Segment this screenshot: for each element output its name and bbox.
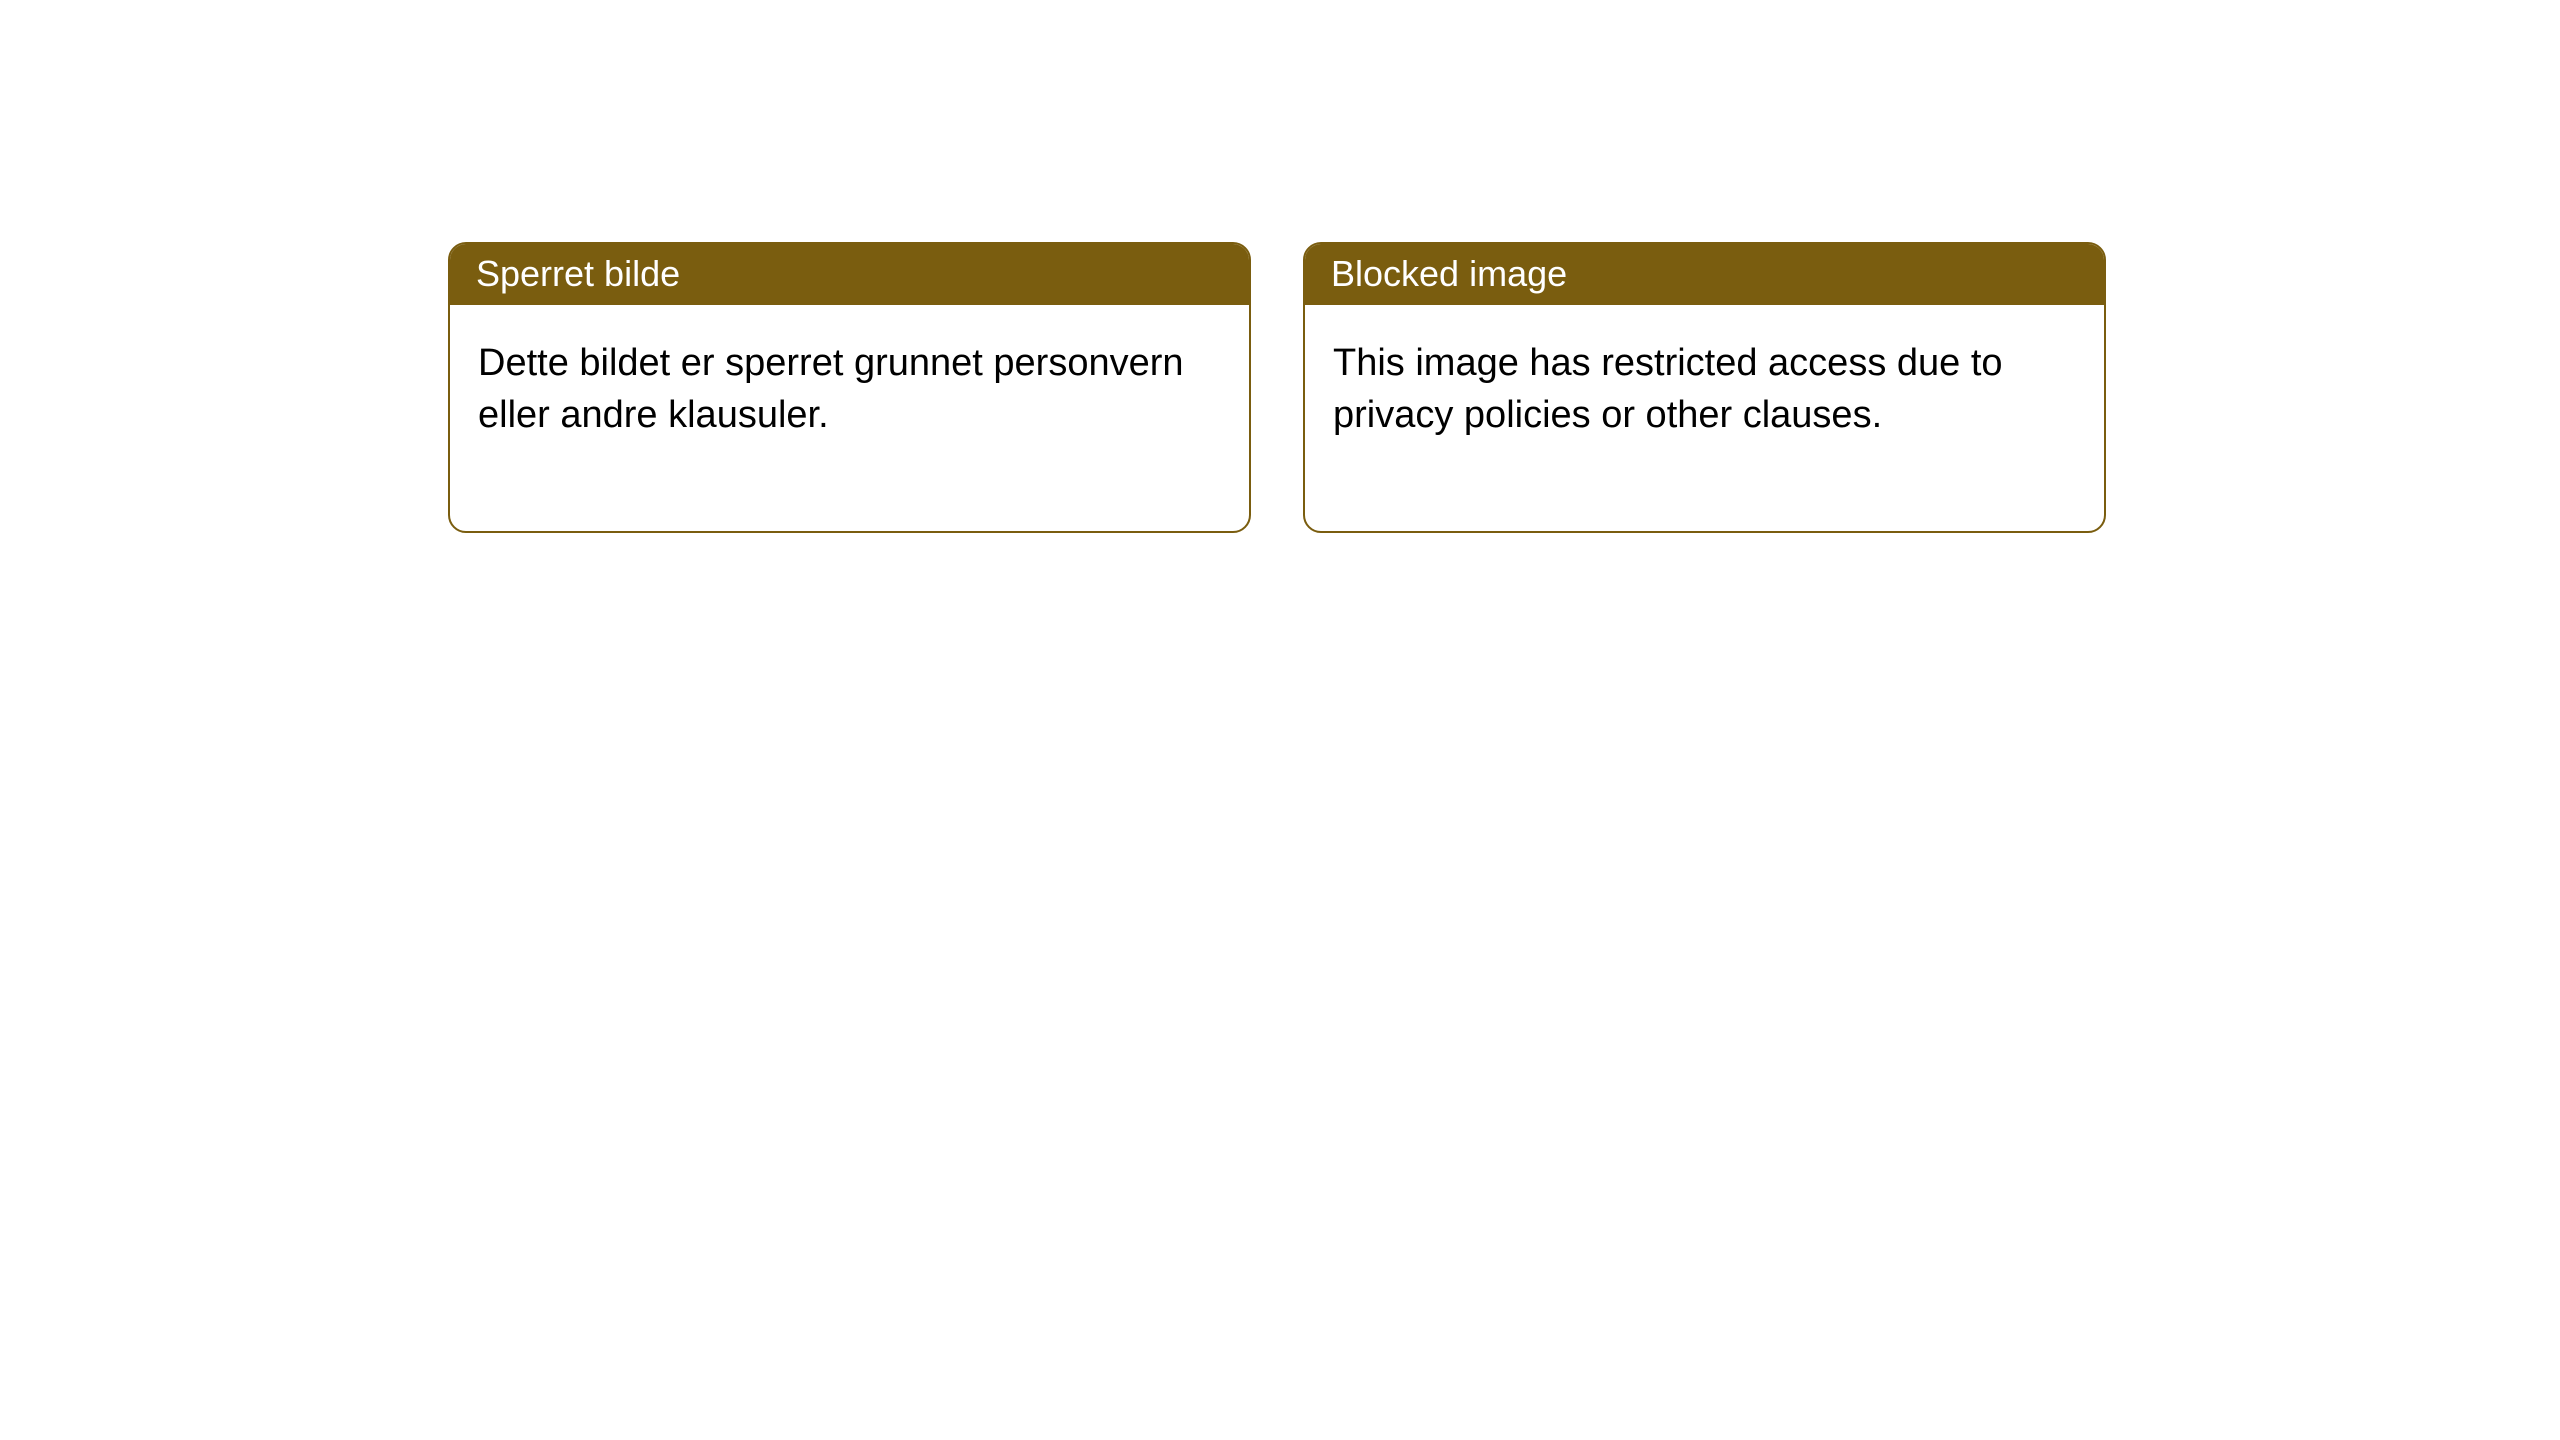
notice-card-body: Dette bildet er sperret grunnet personve… xyxy=(450,305,1249,531)
notice-card-title: Sperret bilde xyxy=(476,253,680,294)
notice-card-body: This image has restricted access due to … xyxy=(1305,305,2104,531)
notice-card-header: Sperret bilde xyxy=(450,244,1249,305)
notice-card-text: Dette bildet er sperret grunnet personve… xyxy=(478,342,1184,436)
notice-card-title: Blocked image xyxy=(1331,253,1567,294)
notice-card-text: This image has restricted access due to … xyxy=(1333,342,2003,436)
notice-card-english: Blocked image This image has restricted … xyxy=(1303,242,2106,533)
notice-cards-container: Sperret bilde Dette bildet er sperret gr… xyxy=(448,242,2560,533)
notice-card-header: Blocked image xyxy=(1305,244,2104,305)
notice-card-norwegian: Sperret bilde Dette bildet er sperret gr… xyxy=(448,242,1251,533)
